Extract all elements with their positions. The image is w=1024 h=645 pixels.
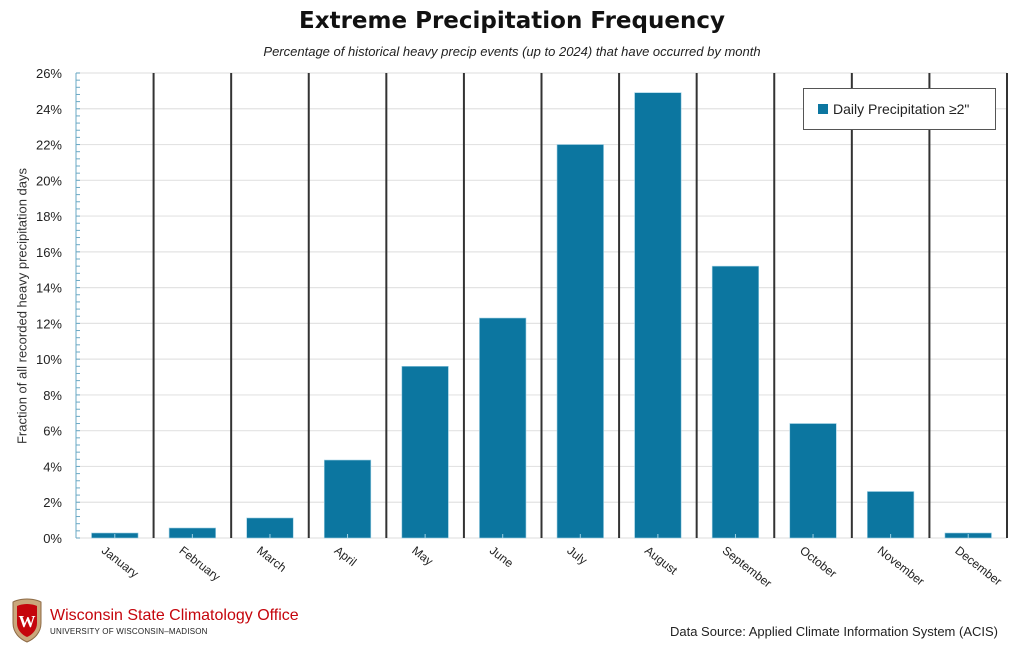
- bar-june: [479, 317, 527, 539]
- svg-text:W: W: [19, 612, 36, 631]
- chart-subtitle: Percentage of historical heavy precip ev…: [263, 44, 761, 59]
- bar-april: [323, 459, 372, 539]
- x-tick-label: May: [409, 543, 435, 568]
- y-tick-label: 24%: [36, 102, 62, 117]
- bar-september: [711, 265, 760, 539]
- y-tick-label: 2%: [43, 495, 62, 510]
- legend-label: Daily Precipitation ≥2": [833, 101, 970, 117]
- y-tick-label: 10%: [36, 352, 62, 367]
- bar-chart: 0% 2% 4% 6% 8% 10% 12% 14% 16% 18% 20% 22% 24% 26% Ja…: [36, 66, 1008, 591]
- org-name: Wisconsin State Climatology Office: [50, 607, 299, 624]
- legend-swatch: [818, 104, 828, 114]
- bars: [91, 92, 992, 539]
- x-tick-label: April: [332, 543, 360, 569]
- y-tick-label: 6%: [43, 424, 62, 439]
- y-tick-labels: 0% 2% 4% 6% 8% 10% 12% 14% 16% 18% 20% 22% 24% 26%: [36, 66, 62, 546]
- x-tick-label: June: [487, 543, 516, 570]
- bar-november: [867, 491, 915, 539]
- bar-may: [401, 366, 449, 539]
- legend: Daily Precipitation ≥2": [803, 88, 996, 130]
- month-separators: [152, 73, 1008, 538]
- bar-july: [556, 144, 604, 539]
- y-tick-label: 16%: [36, 245, 62, 260]
- x-tick-label: September: [720, 543, 775, 590]
- y-axis: [75, 72, 80, 539]
- x-tick-label: December: [952, 543, 1004, 588]
- bar-october: [789, 423, 837, 539]
- y-tick-label: 22%: [36, 138, 62, 153]
- x-tick-label: July: [564, 543, 589, 567]
- x-tick-label: January: [99, 543, 141, 580]
- org-subtitle: UNIVERSITY OF WISCONSIN–MADISON: [50, 627, 208, 636]
- y-tick-label: 4%: [43, 459, 62, 474]
- bar-august: [634, 92, 682, 539]
- x-tick-label: October: [797, 543, 839, 580]
- x-tick-label: November: [875, 543, 927, 588]
- y-tick-label: 18%: [36, 209, 62, 224]
- y-tick-label: 26%: [36, 66, 62, 81]
- x-tick-label: March: [254, 543, 289, 575]
- y-tick-label: 0%: [43, 531, 62, 546]
- uw-crest-icon: W: [12, 598, 42, 643]
- y-tick-label: 12%: [36, 316, 62, 331]
- x-tick-labels: January February March April May June July Augu…: [99, 543, 1005, 590]
- x-tick-label: February: [177, 543, 223, 584]
- y-tick-label: 20%: [36, 173, 62, 188]
- chart-title: Extreme Precipitation Frequency: [299, 8, 725, 34]
- wsco-logo: W Wisconsin State Climatology Office UNI…: [10, 597, 310, 643]
- y-tick-label: 8%: [43, 388, 62, 403]
- x-tick-label: August: [642, 543, 681, 577]
- y-tick-label: 14%: [36, 281, 62, 296]
- data-source: Data Source: Applied Climate Information…: [669, 624, 998, 639]
